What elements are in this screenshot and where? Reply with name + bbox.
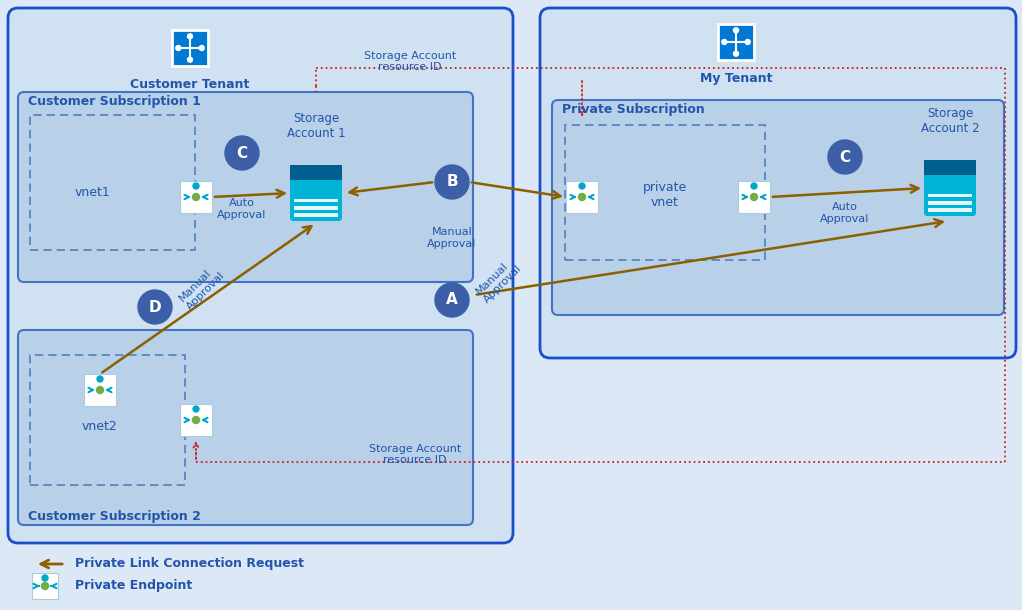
Circle shape — [745, 40, 750, 45]
Circle shape — [176, 46, 181, 51]
FancyBboxPatch shape — [290, 165, 342, 221]
Circle shape — [138, 290, 172, 324]
Circle shape — [722, 40, 727, 45]
Circle shape — [42, 583, 48, 589]
Text: Manual
Approval: Manual Approval — [177, 262, 227, 312]
Bar — [294, 198, 338, 203]
Text: vnet1: vnet1 — [75, 186, 110, 199]
Text: D: D — [148, 300, 161, 315]
Text: Customer Tenant: Customer Tenant — [131, 78, 249, 91]
Bar — [30, 115, 195, 250]
Circle shape — [96, 387, 103, 393]
Bar — [294, 213, 338, 217]
Text: Manual
Approval: Manual Approval — [474, 255, 524, 305]
Text: Private Endpoint: Private Endpoint — [75, 580, 192, 592]
Text: vnet2: vnet2 — [82, 420, 118, 433]
Text: C: C — [839, 149, 850, 165]
Text: My Tenant: My Tenant — [700, 72, 773, 85]
Circle shape — [225, 136, 259, 170]
FancyBboxPatch shape — [924, 160, 976, 216]
Text: Auto
Approval: Auto Approval — [218, 198, 267, 220]
Bar — [290, 165, 342, 179]
Circle shape — [42, 575, 48, 581]
Circle shape — [193, 406, 199, 412]
Text: C: C — [236, 146, 247, 160]
Circle shape — [828, 140, 862, 174]
FancyBboxPatch shape — [540, 8, 1016, 358]
FancyBboxPatch shape — [180, 181, 212, 213]
Circle shape — [435, 165, 469, 199]
Circle shape — [199, 46, 204, 51]
Text: resource ID: resource ID — [383, 455, 447, 465]
Text: A: A — [447, 293, 458, 307]
Bar — [30, 355, 185, 485]
Text: B: B — [447, 174, 458, 190]
Circle shape — [97, 376, 103, 382]
Circle shape — [435, 283, 469, 317]
FancyBboxPatch shape — [18, 330, 473, 525]
Circle shape — [578, 193, 586, 201]
Text: Storage Account: Storage Account — [364, 51, 456, 61]
Circle shape — [187, 34, 192, 39]
FancyBboxPatch shape — [552, 100, 1004, 315]
Circle shape — [579, 183, 585, 189]
Text: Customer Subscription 2: Customer Subscription 2 — [28, 510, 201, 523]
FancyBboxPatch shape — [180, 404, 212, 436]
Circle shape — [192, 193, 199, 201]
FancyBboxPatch shape — [84, 374, 117, 406]
Text: Private Link Connection Request: Private Link Connection Request — [75, 558, 304, 570]
Text: private
vnet: private vnet — [643, 181, 687, 209]
Text: Storage
Account 2: Storage Account 2 — [921, 107, 979, 135]
Text: Storage Account: Storage Account — [369, 444, 461, 454]
Text: Storage
Account 1: Storage Account 1 — [287, 112, 345, 140]
Circle shape — [734, 28, 739, 33]
Bar — [924, 160, 976, 174]
Bar — [294, 206, 338, 210]
Circle shape — [750, 193, 757, 201]
Circle shape — [187, 57, 192, 62]
Text: Auto
Approval: Auto Approval — [821, 202, 870, 224]
Text: Private Subscription: Private Subscription — [562, 103, 705, 116]
Text: Customer Subscription 1: Customer Subscription 1 — [28, 95, 201, 108]
Circle shape — [751, 183, 757, 189]
Bar — [565, 125, 765, 260]
Bar — [928, 193, 972, 198]
Text: resource ID: resource ID — [378, 62, 442, 72]
Bar — [928, 208, 972, 212]
Circle shape — [193, 183, 199, 189]
Circle shape — [192, 417, 199, 423]
Text: Manual
Approval: Manual Approval — [427, 227, 476, 249]
FancyBboxPatch shape — [738, 181, 770, 213]
Circle shape — [734, 51, 739, 56]
FancyBboxPatch shape — [566, 181, 598, 213]
FancyBboxPatch shape — [32, 573, 58, 599]
Bar — [928, 201, 972, 205]
FancyBboxPatch shape — [18, 92, 473, 282]
FancyBboxPatch shape — [8, 8, 513, 543]
